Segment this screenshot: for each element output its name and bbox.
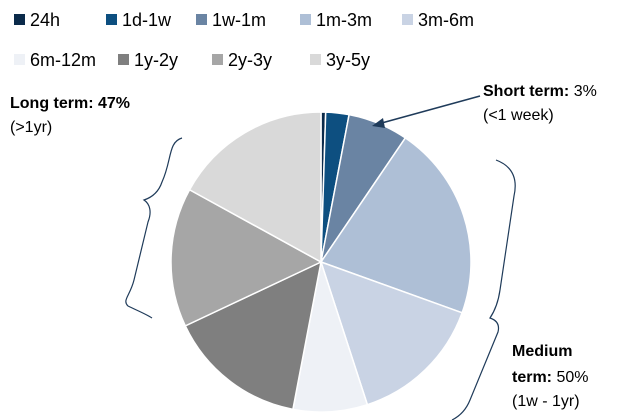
legend-swatch: [118, 54, 129, 65]
annotation-value: 50%: [556, 369, 588, 386]
legend-label: 2y-3y: [228, 50, 272, 70]
legend-swatch: [310, 54, 321, 65]
annotation-note: (<1 week): [483, 107, 554, 124]
legend-swatch: [106, 14, 117, 25]
annotation-value: 47%: [98, 95, 130, 112]
pie-slice: [319, 136, 472, 314]
legend-swatch: [402, 14, 413, 25]
annotation: Short term: 3%: [483, 83, 597, 100]
legend-label: 3m-6m: [418, 10, 474, 30]
legend-label: 1m-3m: [316, 10, 372, 30]
legend-swatch: [300, 14, 311, 25]
pie-slice: [184, 260, 323, 411]
annotation-label: Medium: [512, 343, 572, 360]
annotation-note: (1w - 1yr): [512, 393, 580, 410]
annotation: term: 50%: [512, 369, 589, 386]
legend-label: 1y-2y: [134, 50, 178, 70]
arrow: [377, 95, 481, 125]
annotation-value: 3%: [574, 83, 597, 100]
annotation-label: Short term:: [483, 83, 569, 100]
legend-label: 6m-12m: [30, 50, 96, 70]
legend-swatch: [14, 14, 25, 25]
pie-slice: [170, 188, 323, 327]
pie-slice: [188, 111, 322, 264]
legend-label: 24h: [30, 10, 60, 30]
annotation-note: (>1yr): [10, 119, 52, 136]
brace: [451, 159, 516, 420]
annotation-label: term:: [512, 369, 552, 386]
annotation-label: Long term:: [10, 95, 94, 112]
pie: [170, 111, 472, 413]
legend: 24h 1d-1w 1w-1m 1m-3m 3m-6m 6m-12m 1y-2y 2y-3y 3…: [14, 10, 474, 70]
legend-swatch: [14, 54, 25, 65]
brace: [125, 137, 183, 319]
legend-label: 3y-5y: [326, 50, 370, 70]
legend-swatch: [212, 54, 223, 65]
annotation: Long term: 47%: [10, 95, 130, 112]
legend-label: 1d-1w: [122, 10, 172, 30]
arrow-head: [372, 118, 385, 128]
legend-label: 1w-1m: [212, 10, 266, 30]
legend-swatch: [196, 14, 207, 25]
